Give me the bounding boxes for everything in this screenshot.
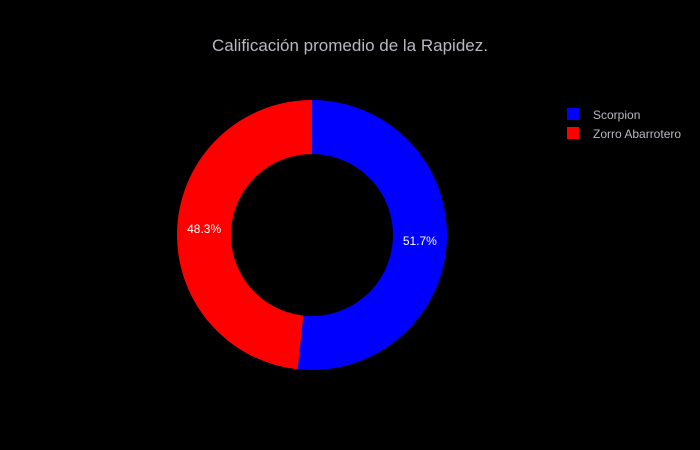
slice-scorpion[interactable] [297,100,447,370]
legend: Scorpion Zorro Abarrotero [567,108,681,141]
legend-item-scorpion[interactable]: Scorpion [567,108,640,122]
legend-label: Scorpion [593,108,640,122]
slice-labels: 51.7% 48.3% [187,222,437,248]
slice-label-zorro-abarrotero: 48.3% [187,222,221,236]
legend-item-zorro-abarrotero[interactable]: Zorro Abarrotero [567,127,681,141]
chart-title: Calificación promedio de la Rapidez. [212,36,488,55]
legend-swatch [567,127,579,139]
donut-slices [176,100,447,370]
slice-label-scorpion: 51.7% [403,234,437,248]
legend-swatch [567,108,579,120]
slice-zorro-abarrotero[interactable] [176,100,312,370]
legend-label: Zorro Abarrotero [593,127,681,141]
